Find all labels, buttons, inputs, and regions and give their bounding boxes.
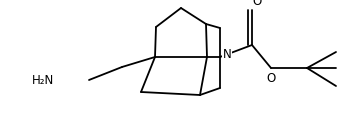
Text: H₂N: H₂N (32, 73, 54, 86)
Text: O: O (266, 72, 276, 85)
Text: O: O (252, 0, 262, 8)
Text: N: N (223, 49, 232, 61)
